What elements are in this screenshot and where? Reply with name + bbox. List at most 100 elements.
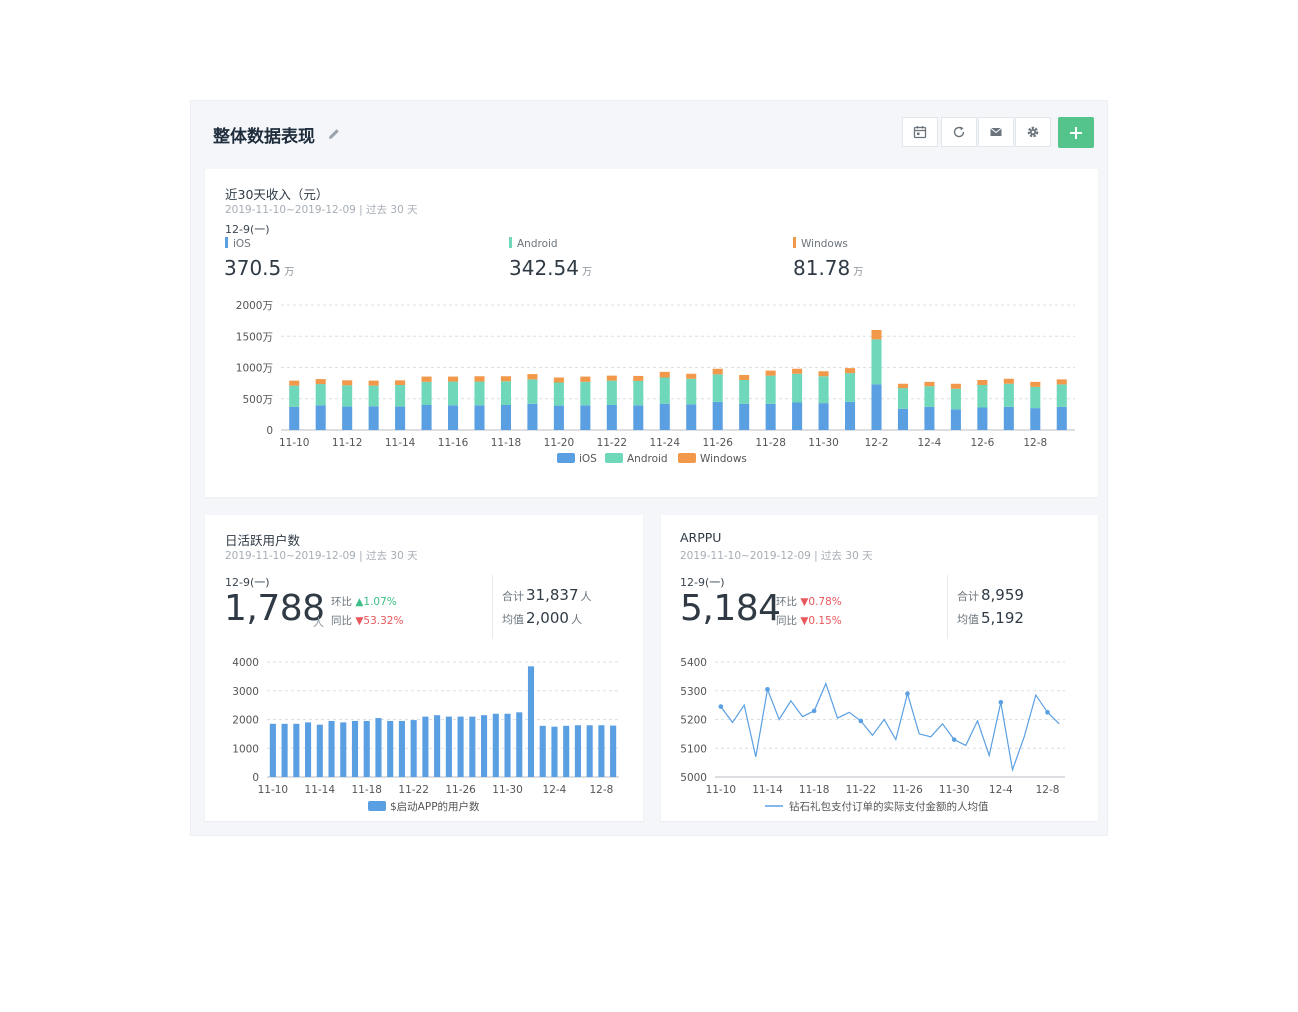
revenue-bar-ios: [527, 403, 538, 430]
revenue-x-tick-label: 11-22: [597, 437, 628, 449]
revenue-bar-android: [712, 374, 723, 402]
revenue-bar-android: [606, 380, 617, 405]
revenue-legend-label: Android: [627, 453, 668, 465]
revenue-bar-android: [342, 385, 353, 407]
dau-bar: [504, 713, 511, 777]
revenue-bar-ios: [315, 405, 326, 430]
revenue-bar-ios: [686, 404, 697, 430]
dau-value: 1,788: [224, 588, 325, 629]
arppu-x-tick-label: 12-8: [1036, 784, 1060, 796]
revenue-bar-windows: [580, 376, 591, 382]
revenue-bar-windows: [500, 376, 511, 382]
dau-bar: [492, 713, 499, 777]
arppu-point: [765, 687, 770, 692]
revenue-x-tick-label: 12-4: [918, 437, 942, 449]
revenue-bar-android: [659, 377, 670, 404]
settings-button[interactable]: [1015, 117, 1051, 147]
revenue-x-tick-label: 12-2: [865, 437, 889, 449]
dau-x-tick-label: 12-8: [589, 784, 613, 796]
revenue-bar-windows: [1030, 381, 1041, 387]
revenue-bar-android: [368, 385, 379, 407]
revenue-x-tick-label: 11-20: [544, 437, 575, 449]
revenue-bar-android: [448, 381, 459, 406]
gear-icon: [1027, 126, 1039, 138]
revenue-bar-windows: [845, 368, 856, 374]
dau-x-tick-label: 11-22: [398, 784, 429, 796]
revenue-bar-android: [765, 375, 776, 404]
arppu-point: [951, 737, 957, 742]
arppu-x-tick-label: 12-4: [989, 784, 1013, 796]
refresh-icon: [953, 126, 965, 138]
revenue-bar-ios: [739, 403, 750, 430]
revenue-bar-android: [845, 373, 856, 402]
revenue-bar-android: [818, 376, 829, 404]
dau-sum: 合计 31,837 人: [502, 586, 592, 604]
arppu-tb: 同比 ▼0.15%: [776, 615, 842, 627]
revenue-legend-swatch: [605, 453, 623, 463]
revenue-bar-android: [633, 380, 644, 406]
revenue-bar-android: [950, 388, 961, 410]
revenue-bar-ios: [342, 406, 353, 430]
revenue-bar-ios: [368, 406, 379, 430]
revenue-legend-label: iOS: [579, 453, 597, 465]
revenue-bar-android: [553, 382, 564, 406]
dau-bar: [387, 720, 394, 777]
revenue-bar-android: [580, 381, 591, 406]
dau-y-tick-label: 3000: [232, 686, 259, 698]
revenue-x-tick-label: 11-18: [491, 437, 522, 449]
revenue-title: 近30天收入（元）: [225, 187, 329, 202]
dau-chart: 0 1000 2000 3000 4000 11-10 11-14 11-18 11-22 11-…: [232, 657, 619, 813]
revenue-bar-windows: [315, 379, 326, 385]
revenue-bar-windows: [448, 376, 459, 382]
revenue-legend-swatch: [678, 453, 696, 463]
refresh-button[interactable]: [941, 117, 977, 147]
revenue-bar-windows: [818, 371, 829, 377]
revenue-chart: 0 500万 1000万 1500万 2000万 11-10 11-12 11-14 11-16…: [236, 300, 1075, 465]
dau-bar: [328, 720, 335, 777]
revenue-bar-windows: [950, 383, 961, 389]
revenue-bar-ios: [421, 405, 432, 430]
revenue-bar-ios: [289, 406, 300, 430]
windows-stat-label: Windows: [793, 237, 848, 250]
revenue-legend-label: Windows: [700, 453, 747, 465]
revenue-bar-windows: [739, 375, 750, 380]
revenue-bar-windows: [897, 383, 908, 389]
revenue-bar-windows: [342, 380, 353, 386]
revenue-bar-ios: [633, 405, 644, 430]
arppu-x-tick-label: 11-22: [846, 784, 877, 796]
dau-hb: 环比 ▲1.07%: [331, 596, 397, 608]
dau-bar: [539, 725, 546, 777]
revenue-bar-ios: [553, 405, 564, 430]
revenue-x-tick-label: 11-28: [755, 437, 786, 449]
dau-divider: [492, 575, 493, 639]
revenue-x-tick-label: 11-26: [702, 437, 733, 449]
dashboard: 整体数据表现: [190, 100, 1108, 836]
dau-bar: [398, 720, 405, 777]
revenue-legend-swatch: [557, 453, 575, 463]
dau-bar: [410, 720, 417, 777]
revenue-x-tick-label: 11-14: [385, 437, 416, 449]
revenue-y-tick-label: 1000万: [236, 363, 273, 375]
dau-bar: [375, 718, 382, 777]
dau-x-tick-label: 11-30: [492, 784, 523, 796]
dau-bar: [551, 726, 558, 777]
calendar-button[interactable]: [902, 117, 938, 147]
revenue-bar-ios: [448, 405, 459, 430]
revenue-bar-ios: [659, 403, 670, 430]
mail-button[interactable]: [978, 117, 1014, 147]
arppu-subtitle: 2019-11-10~2019-12-09 | 过去 30 天: [680, 550, 873, 562]
revenue-x-tick-label: 11-16: [438, 437, 469, 449]
revenue-bar-android: [474, 381, 485, 406]
arppu-card: ARPPU 2019-11-10~2019-12-09 | 过去 30 天 12…: [661, 515, 1098, 821]
revenue-bar-windows: [765, 370, 776, 376]
dau-x-tick-label: 11-14: [305, 784, 336, 796]
revenue-y-tick-label: 1500万: [236, 331, 273, 343]
dau-bar: [269, 723, 276, 777]
dau-bar: [422, 716, 429, 777]
revenue-bar-windows: [606, 375, 617, 381]
add-button[interactable]: [1058, 117, 1094, 148]
dau-bar: [316, 724, 323, 777]
edit-pencil-icon[interactable]: [327, 127, 341, 141]
dau-y-tick-label: 1000: [232, 743, 259, 755]
revenue-x-tick-label: 11-24: [650, 437, 681, 449]
